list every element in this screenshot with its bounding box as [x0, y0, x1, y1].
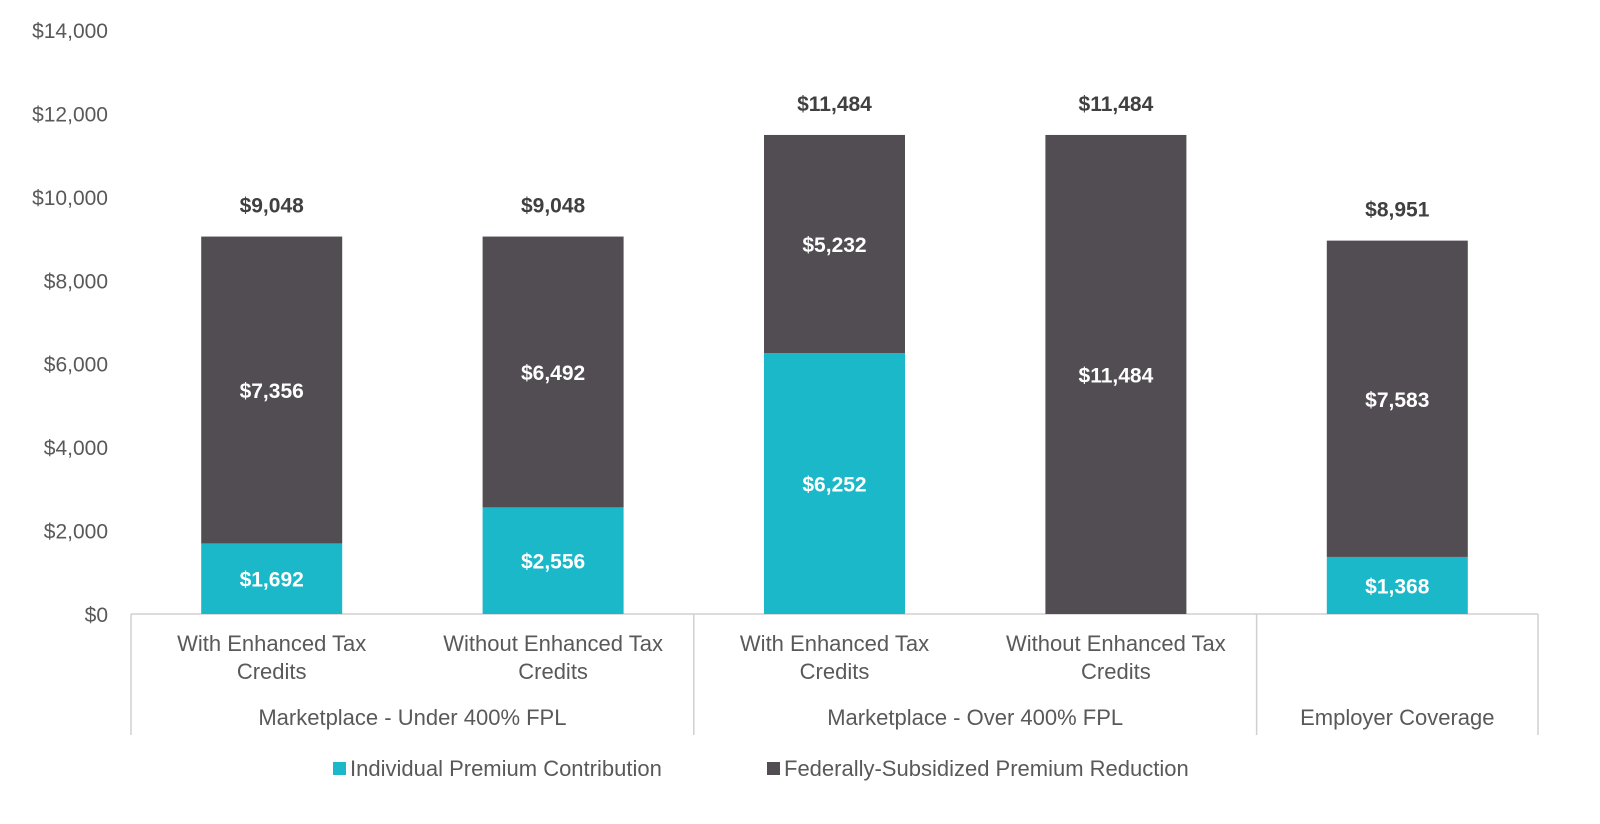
category-label: Credits — [518, 659, 588, 684]
data-label: $7,356 — [240, 380, 304, 403]
group-label: Employer Coverage — [1300, 705, 1494, 730]
y-tick-label: $6,000 — [44, 354, 108, 377]
category-label: Credits — [800, 659, 870, 684]
data-label: $2,556 — [521, 551, 585, 574]
bar-segment-federal — [201, 236, 343, 544]
total-label: $11,484 — [1079, 93, 1154, 116]
data-label: $11,484 — [1079, 364, 1154, 387]
data-label: $7,583 — [1365, 389, 1429, 412]
bar-segment-individual — [764, 353, 905, 614]
category-label: With Enhanced Tax — [740, 631, 929, 656]
data-label: $6,252 — [802, 474, 866, 497]
y-tick-label: $14,000 — [32, 20, 108, 43]
group-label: Marketplace - Under 400% FPL — [258, 705, 566, 730]
legend-label: Individual Premium Contribution — [350, 756, 662, 781]
legend-label: Federally-Subsidized Premium Reduction — [784, 756, 1189, 781]
total-label: $8,951 — [1365, 199, 1430, 222]
data-label: $6,492 — [521, 362, 585, 385]
data-label: $1,368 — [1365, 575, 1430, 598]
category-label: With Enhanced Tax — [177, 631, 366, 656]
bar-segment-individual — [201, 543, 343, 614]
bar-segment-federal — [764, 134, 905, 354]
y-tick-label: $8,000 — [44, 270, 108, 293]
bar-segment-federal — [1326, 240, 1468, 557]
data-label: $1,692 — [240, 569, 304, 592]
legend-swatch — [333, 762, 346, 775]
bar-segment-individual — [482, 507, 624, 614]
category-label: Credits — [237, 659, 307, 684]
category-label: Credits — [1081, 659, 1151, 684]
bar-segment-federal — [1045, 134, 1187, 615]
data-label: $5,232 — [802, 234, 866, 257]
legend-swatch — [767, 762, 780, 775]
y-tick-label: $12,000 — [32, 103, 108, 126]
category-label: Without Enhanced Tax — [1006, 631, 1226, 656]
total-label: $11,484 — [797, 93, 872, 116]
group-label: Marketplace - Over 400% FPL — [827, 705, 1123, 730]
total-label: $9,048 — [240, 195, 305, 218]
category-label: Without Enhanced Tax — [443, 631, 663, 656]
y-tick-label: $10,000 — [32, 187, 108, 210]
bar-segment-individual — [1326, 556, 1468, 614]
y-tick-label: $2,000 — [44, 521, 108, 544]
y-tick-label: $0 — [85, 604, 108, 627]
y-tick-label: $4,000 — [44, 437, 108, 460]
total-label: $9,048 — [521, 195, 586, 218]
bar-segment-federal — [482, 236, 624, 508]
